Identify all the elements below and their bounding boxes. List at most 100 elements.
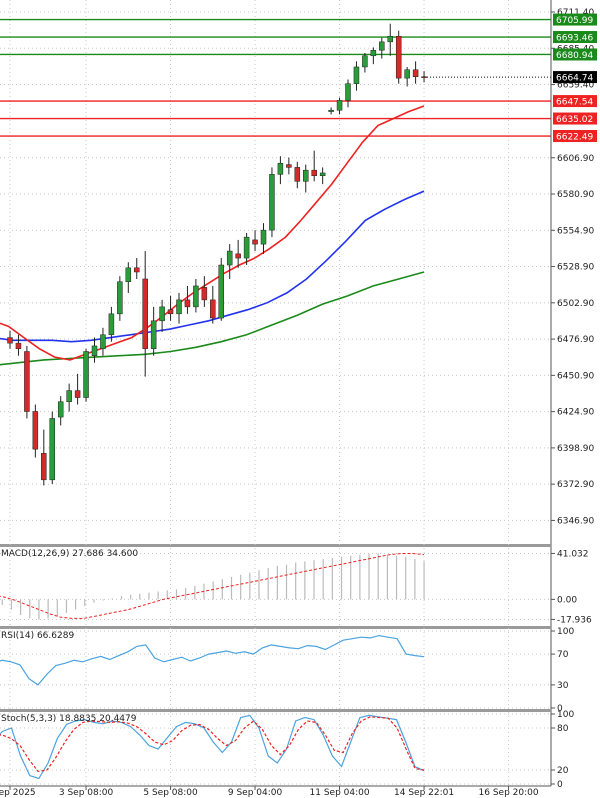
candle-body bbox=[353, 66, 360, 84]
candle-body bbox=[100, 334, 106, 349]
candle-body bbox=[328, 109, 334, 112]
price-tick-label: 6659.40 bbox=[557, 81, 594, 91]
price-tick-label: 6580.90 bbox=[557, 190, 594, 200]
candle-body bbox=[412, 69, 419, 77]
price-tick-label: 6502.90 bbox=[557, 299, 594, 309]
time-tick-label: 9 Sep 04:00 bbox=[228, 788, 283, 798]
level-label-text: 6680.94 bbox=[556, 51, 593, 61]
time-tick-label: 14 Sep 22:01 bbox=[394, 788, 454, 798]
candle-body bbox=[117, 281, 123, 315]
candle-body bbox=[66, 390, 72, 402]
level-label-text: 6635.02 bbox=[556, 115, 593, 125]
candle-body bbox=[134, 267, 140, 273]
panel-divider-macd[interactable] bbox=[0, 544, 551, 547]
candle-body bbox=[252, 239, 258, 245]
candle-body bbox=[387, 36, 393, 43]
candle-body bbox=[150, 320, 157, 349]
candle-body bbox=[167, 309, 174, 315]
price-tick-label: 6450.90 bbox=[557, 371, 594, 381]
candle-body bbox=[176, 299, 182, 315]
candle-body bbox=[269, 174, 275, 231]
time-axis-labels: 1 Sep 2025 3 Sep 08:00 5 Sep 08:00 9 Sep 04… bbox=[0, 786, 539, 798]
stoch-panel bbox=[0, 714, 425, 780]
level-label-text: 6622.49 bbox=[556, 133, 593, 143]
panel-divider-stoch[interactable] bbox=[0, 709, 551, 712]
time-tick-label: 3 Sep 08:00 bbox=[59, 788, 114, 798]
ma-mid-line bbox=[0, 190, 425, 343]
rsi-label: RSI(14) 66.6289 bbox=[1, 631, 74, 641]
candle-body bbox=[125, 267, 132, 283]
candle-body bbox=[7, 337, 13, 344]
panel-divider-rsi[interactable] bbox=[0, 626, 551, 629]
level-label-box bbox=[553, 13, 597, 26]
level-label-text: 6647.54 bbox=[556, 98, 593, 108]
candle-body bbox=[184, 299, 191, 308]
candle-body bbox=[83, 351, 89, 398]
candle-body bbox=[32, 411, 39, 450]
candle-body bbox=[303, 169, 309, 182]
rsi-tick-label: 100 bbox=[557, 627, 574, 637]
candle-body bbox=[218, 264, 224, 319]
stoch-tick-label: 0 bbox=[557, 780, 563, 790]
candle-body bbox=[91, 345, 98, 356]
price-tick-label: 6424.90 bbox=[557, 408, 594, 418]
ma-fast-series bbox=[0, 105, 425, 361]
stoch-d-line bbox=[0, 716, 425, 773]
candle-body bbox=[319, 172, 326, 177]
price-tick-label: 6528.90 bbox=[557, 263, 594, 273]
candle-body bbox=[345, 83, 351, 101]
rsi-tick-label: 0 bbox=[557, 704, 563, 714]
current-price-label: 6664.74 bbox=[556, 74, 593, 84]
candle-body bbox=[41, 453, 47, 481]
level-label-box bbox=[553, 95, 597, 108]
candle-body bbox=[311, 169, 317, 177]
level-labels: 6705.99 6693.46 6680.94 6647.54 6635.02 6622.… bbox=[553, 13, 597, 143]
price-tick-label: 6554.90 bbox=[557, 226, 594, 236]
level-label-text: 6693.46 bbox=[556, 34, 593, 44]
rsi-panel bbox=[0, 634, 425, 686]
candle-body bbox=[370, 49, 377, 57]
time-tick-label: 5 Sep 08:00 bbox=[143, 788, 198, 798]
candle-body bbox=[49, 418, 55, 481]
candle-body bbox=[421, 76, 427, 78]
ma-fast-line bbox=[0, 105, 425, 361]
macd-tick-label: 0.00 bbox=[557, 595, 577, 605]
candle-body bbox=[235, 253, 241, 259]
macd-tick-label: -17.936 bbox=[557, 615, 592, 625]
price-tick-label: 6372.90 bbox=[557, 480, 594, 490]
time-tick-label: 16 Sep 20:00 bbox=[479, 788, 539, 798]
candle-body bbox=[260, 229, 267, 245]
level-lines bbox=[0, 18, 551, 137]
price-tick-label: 6476.90 bbox=[557, 335, 594, 345]
candle-body bbox=[15, 342, 22, 349]
candle-body bbox=[57, 401, 64, 418]
candle-body bbox=[193, 285, 199, 308]
candle-body bbox=[294, 167, 301, 182]
stoch-tick-label: 20 bbox=[557, 766, 569, 776]
candle-body bbox=[108, 313, 115, 336]
price-tick-label: 6606.90 bbox=[557, 154, 594, 164]
macd-tick-label: 41.032 bbox=[557, 549, 589, 559]
rsi-line bbox=[0, 634, 425, 686]
macd-label: MACD(12,26,9) 27.686 34.600 bbox=[1, 549, 138, 559]
macd-signal-line bbox=[0, 553, 425, 619]
level-label-box bbox=[553, 31, 597, 44]
candle-body bbox=[286, 164, 292, 168]
candle-body bbox=[243, 236, 250, 259]
rsi-tick-label: 30 bbox=[557, 681, 569, 691]
candle-body bbox=[159, 306, 165, 322]
price-axis-ticks: 6711.406685.406659.406606.906580.906554.… bbox=[551, 8, 594, 526]
candle-body bbox=[379, 41, 385, 51]
macd-panel bbox=[0, 553, 425, 620]
stoch-k-line bbox=[0, 714, 425, 780]
candle-body bbox=[277, 162, 284, 175]
level-label-box bbox=[553, 130, 597, 143]
stoch-tick-label: 80 bbox=[557, 724, 569, 734]
candlestick-series bbox=[7, 23, 427, 486]
current-price-box bbox=[553, 71, 597, 84]
candle-body bbox=[74, 390, 81, 398]
candle-body bbox=[142, 278, 148, 349]
